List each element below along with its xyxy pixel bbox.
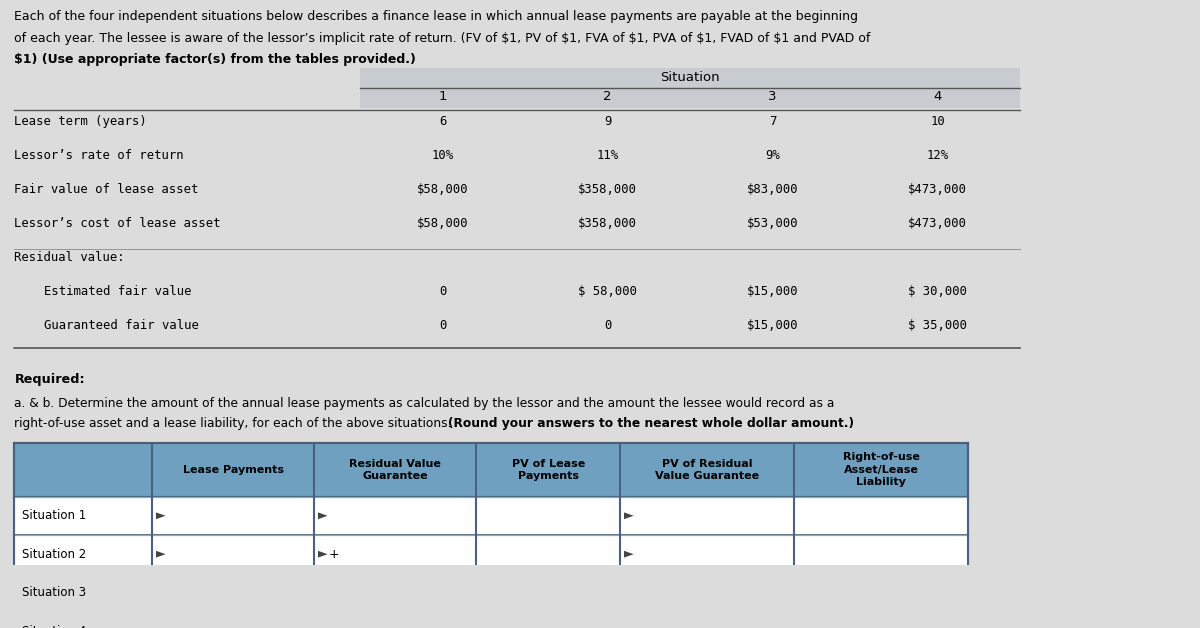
Polygon shape: [624, 551, 634, 558]
Text: $473,000: $473,000: [908, 217, 967, 230]
Text: $58,000: $58,000: [416, 217, 468, 230]
Text: Guaranteed fair value: Guaranteed fair value: [44, 318, 199, 332]
Bar: [14, 573, 968, 612]
Text: 2: 2: [604, 90, 612, 104]
Text: 0: 0: [604, 318, 611, 332]
Text: 3: 3: [768, 90, 776, 104]
Bar: [14, 443, 968, 497]
Text: Situation 2: Situation 2: [22, 548, 86, 561]
Text: Fair value of lease asset: Fair value of lease asset: [14, 183, 199, 196]
Bar: [14, 612, 968, 628]
Text: $ 35,000: $ 35,000: [908, 318, 967, 332]
Text: Each of the four independent situations below describes a finance lease in which: Each of the four independent situations …: [14, 10, 858, 23]
Polygon shape: [624, 589, 634, 596]
Text: 7: 7: [769, 116, 776, 128]
Text: $ 58,000: $ 58,000: [578, 284, 637, 298]
Text: a. & b. Determine the amount of the annual lease payments as calculated by the l: a. & b. Determine the amount of the annu…: [14, 397, 835, 410]
Text: 9%: 9%: [766, 149, 780, 162]
Polygon shape: [318, 589, 328, 596]
Polygon shape: [318, 512, 328, 519]
Text: 0: 0: [439, 318, 446, 332]
Text: 11%: 11%: [596, 149, 618, 162]
Text: Situation 1: Situation 1: [22, 509, 86, 522]
Text: 1: 1: [438, 90, 446, 104]
Polygon shape: [156, 551, 166, 558]
Bar: [360, 68, 1020, 109]
Text: Situation 3: Situation 3: [22, 586, 85, 599]
Bar: [14, 535, 968, 573]
Text: Lease Payments: Lease Payments: [182, 465, 284, 475]
Text: $83,000: $83,000: [746, 183, 798, 196]
Text: (Round your answers to the nearest whole dollar amount.): (Round your answers to the nearest whole…: [448, 418, 853, 430]
Text: 0: 0: [439, 284, 446, 298]
Text: 10: 10: [930, 116, 944, 128]
Text: $53,000: $53,000: [746, 217, 798, 230]
Text: $ 30,000: $ 30,000: [908, 284, 967, 298]
Text: Situation: Situation: [660, 71, 720, 84]
Polygon shape: [318, 551, 328, 558]
Text: right-of-use asset and a lease liability, for each of the above situations.: right-of-use asset and a lease liability…: [14, 418, 456, 430]
Text: of each year. The lessee is aware of the lessor’s implicit rate of return. (FV o: of each year. The lessee is aware of the…: [14, 31, 871, 45]
Text: Right-of-use
Asset/Lease
Liability: Right-of-use Asset/Lease Liability: [842, 452, 920, 487]
Text: $15,000: $15,000: [746, 284, 798, 298]
Bar: [14, 497, 968, 535]
Text: 12%: 12%: [926, 149, 948, 162]
Text: $1) (Use appropriate factor(s) from the tables provided.): $1) (Use appropriate factor(s) from the …: [14, 53, 416, 66]
Text: 9: 9: [604, 116, 611, 128]
Text: $358,000: $358,000: [578, 183, 637, 196]
Text: $58,000: $58,000: [416, 183, 468, 196]
Text: $473,000: $473,000: [908, 183, 967, 196]
Polygon shape: [624, 512, 634, 519]
Text: Lessor’s rate of return: Lessor’s rate of return: [14, 149, 184, 162]
Text: $15,000: $15,000: [746, 318, 798, 332]
Text: Required:: Required:: [14, 374, 85, 386]
Text: PV of Residual
Value Guarantee: PV of Residual Value Guarantee: [655, 458, 760, 481]
Text: Residual Value
Guarantee: Residual Value Guarantee: [349, 458, 442, 481]
Text: 6: 6: [439, 116, 446, 128]
Text: Situation 4: Situation 4: [22, 624, 86, 628]
Polygon shape: [156, 589, 166, 596]
Text: $358,000: $358,000: [578, 217, 637, 230]
Text: Lessor’s cost of lease asset: Lessor’s cost of lease asset: [14, 217, 221, 230]
Text: 4: 4: [934, 90, 942, 104]
Text: PV of Lease
Payments: PV of Lease Payments: [511, 458, 586, 481]
Text: Lease term (years): Lease term (years): [14, 116, 148, 128]
Text: Residual value:: Residual value:: [14, 251, 125, 264]
Text: 10%: 10%: [432, 149, 454, 162]
Polygon shape: [156, 512, 166, 519]
Text: Estimated fair value: Estimated fair value: [44, 284, 192, 298]
Text: +: +: [329, 548, 340, 561]
